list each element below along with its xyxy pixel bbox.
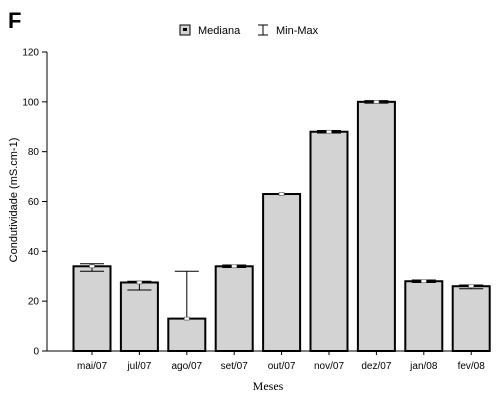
y-tick-label: 120 xyxy=(22,48,39,59)
legend-mediana-dot xyxy=(183,28,187,31)
y-tick-label: 100 xyxy=(22,97,39,108)
median-marker xyxy=(373,99,380,104)
chart-legend: Mediana Min-Max xyxy=(179,24,319,37)
bar xyxy=(262,193,302,352)
x-tick-label: jul/07 xyxy=(126,361,151,372)
bar xyxy=(356,100,396,353)
median-marker xyxy=(326,129,332,134)
bar xyxy=(451,285,491,353)
y-tick-label: 60 xyxy=(28,197,40,208)
legend-mediana-label: Mediana xyxy=(198,25,241,37)
x-tick-label: dez/07 xyxy=(361,361,391,372)
x-axis-label: Meses xyxy=(253,379,284,393)
legend-minmax-icon xyxy=(258,24,268,36)
bars xyxy=(72,99,491,353)
bar xyxy=(309,130,349,352)
median-marker xyxy=(420,279,427,284)
x-tick-label: mai/07 xyxy=(77,361,107,372)
bar xyxy=(404,280,444,353)
median-marker xyxy=(278,192,285,196)
panel-label: F xyxy=(8,8,21,33)
x-tick-label: out/07 xyxy=(268,361,296,372)
y-tick-label: 20 xyxy=(28,297,40,308)
median-marker xyxy=(136,280,143,285)
y-tick-label: 0 xyxy=(33,347,39,358)
median-marker xyxy=(231,264,238,269)
legend-minmax-label: Min-Max xyxy=(276,25,319,37)
y-tick-label: 80 xyxy=(28,147,40,158)
bar xyxy=(214,265,254,352)
x-tick-label: jan/08 xyxy=(409,361,438,372)
x-tick-label: fev/08 xyxy=(458,361,486,372)
bar xyxy=(72,265,112,352)
y-tick-label: 40 xyxy=(28,247,40,258)
bar xyxy=(119,281,159,352)
y-axis-label: Condutividade (mS.cm-1) xyxy=(8,138,20,263)
median-marker xyxy=(89,264,95,269)
median-marker xyxy=(468,284,475,289)
x-tick-label: nov/07 xyxy=(314,361,344,372)
x-tick-label: set/07 xyxy=(221,361,249,372)
bar xyxy=(167,317,207,353)
x-tick-label: ago/07 xyxy=(172,361,203,372)
median-marker xyxy=(183,316,190,321)
